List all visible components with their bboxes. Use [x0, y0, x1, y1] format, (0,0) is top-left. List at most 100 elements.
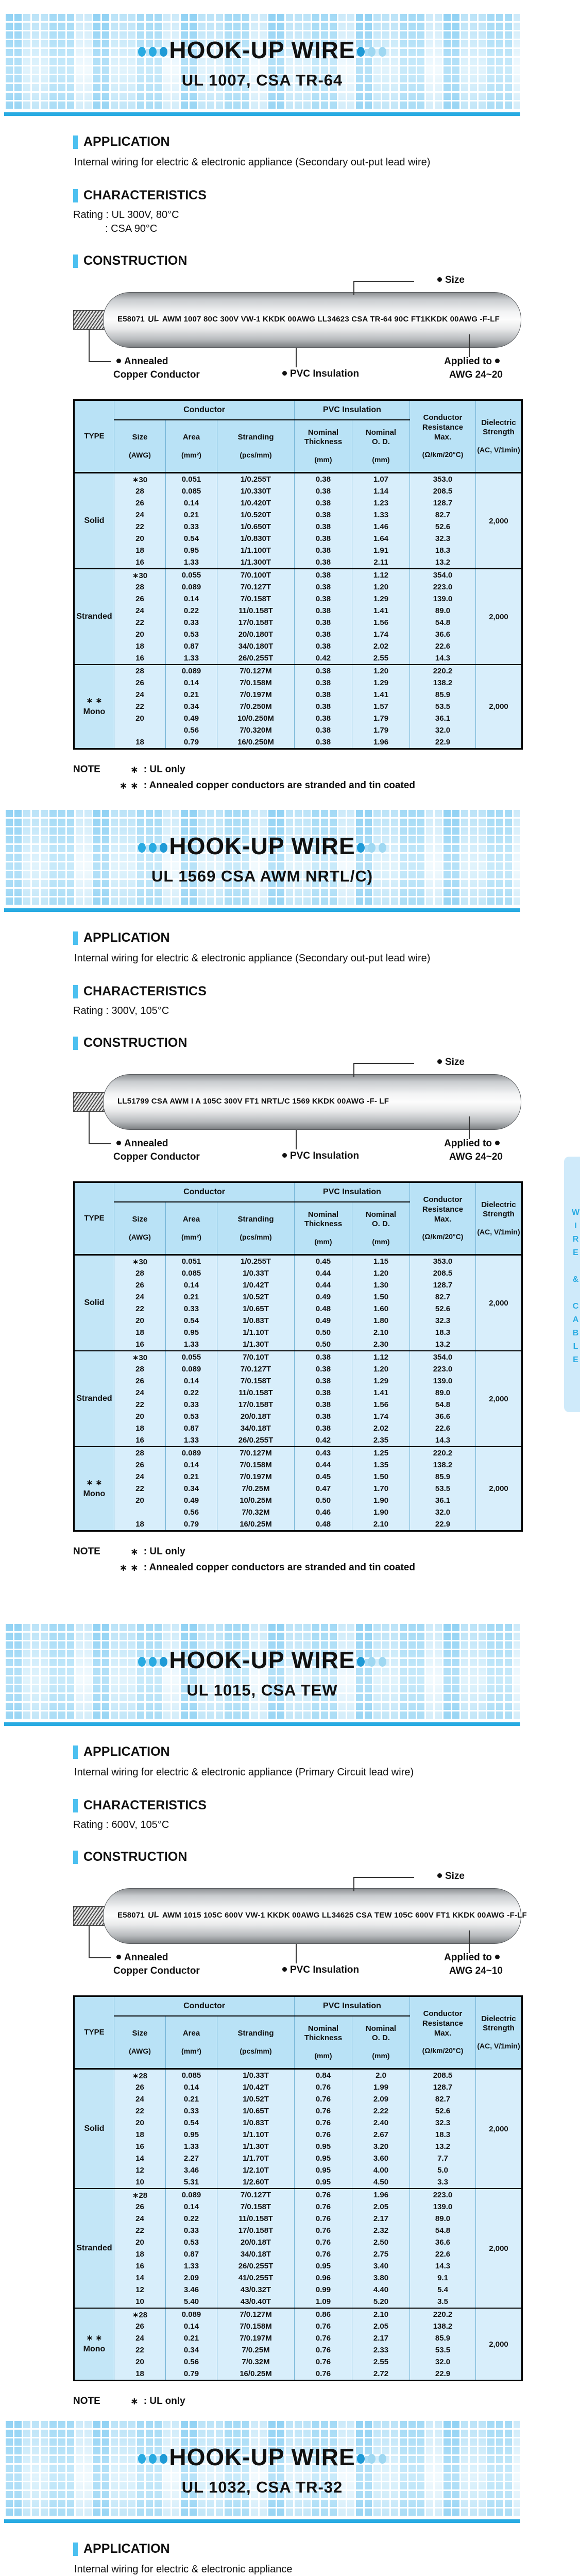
column-group-conductor: Conductor — [114, 1996, 295, 2016]
catalog-page: HOOK-UP WIRE UL 1015, CSA TEW APPLICATIO… — [0, 1610, 580, 2407]
size-cell: 28 — [114, 1363, 166, 1375]
column-group-conductor: Conductor — [114, 1182, 295, 1202]
column-header-area: Area (mm²) — [165, 1202, 217, 1256]
size-cell: 20 — [114, 2356, 166, 2368]
table-row: 20 0.54 1/0.83T 0.76 2.40 32.3 — [74, 2117, 522, 2129]
area-cell: 0.085 — [165, 485, 217, 497]
od-cell: 1.80 — [352, 1315, 410, 1327]
stranding-cell: 10/0.25M — [217, 1495, 295, 1506]
heading-bar-icon — [73, 2542, 78, 2556]
construction-heading: CONSTRUCTION — [73, 1036, 521, 1050]
stranding-cell: 41/0.255T — [217, 2272, 295, 2284]
resistance-cell: 3.5 — [410, 2296, 476, 2308]
stranding-cell: 34/0.18T — [217, 1422, 295, 1434]
od-cell: 2.17 — [352, 2213, 410, 2225]
od-cell: 1.90 — [352, 1495, 410, 1506]
table-row: 20 0.53 20/0.18T 0.38 1.74 36.6 — [74, 1411, 522, 1422]
conductor-label: Annealed Copper Conductor — [113, 1952, 200, 1976]
area-cell: 0.95 — [165, 2129, 217, 2141]
area-cell: 0.051 — [165, 472, 217, 485]
size-cell: 20 — [114, 713, 166, 724]
thickness-cell: 0.76 — [294, 2344, 352, 2356]
resistance-cell: 36.1 — [410, 713, 476, 724]
size-cell: 26 — [114, 2320, 166, 2332]
od-cell: 1.12 — [352, 568, 410, 581]
type-cell: Stranded — [74, 1350, 114, 1447]
column-header-area: Area (mm²) — [165, 420, 217, 473]
od-cell: 2.0 — [352, 2068, 410, 2081]
stranding-cell: 1/2.10T — [217, 2164, 295, 2176]
area-cell: 0.79 — [165, 736, 217, 749]
thickness-cell: 0.38 — [294, 581, 352, 593]
size-cell: 18 — [114, 545, 166, 556]
table-row: Stranded ∗30 0.055 7/0.10T 0.38 1.12 354.0 2,00… — [74, 1350, 522, 1447]
thickness-cell: 0.49 — [294, 1291, 352, 1303]
stranding-cell: 7/0.320M — [217, 724, 295, 736]
stranding-cell: 7/0.158M — [217, 2320, 295, 2332]
dot-icon — [367, 1657, 376, 1667]
od-cell: 1.74 — [352, 1411, 410, 1422]
resistance-cell: 223.0 — [410, 1363, 476, 1375]
od-cell: 1.07 — [352, 472, 410, 485]
dot-icon — [378, 1657, 386, 1667]
ul-logo-icon: UL — [147, 314, 160, 325]
column-header-size: Size (AWG) — [114, 2016, 166, 2070]
stranding-cell: 43/0.40T — [217, 2296, 295, 2308]
resistance-cell: 220.2 — [410, 1446, 476, 1459]
characteristics-heading: CHARACTERISTICS — [73, 1798, 521, 1813]
table-row: 22 0.34 7/0.25M 0.76 2.33 53.5 — [74, 2344, 522, 2356]
od-cell: 1.41 — [352, 1387, 410, 1399]
od-cell: 1.96 — [352, 2188, 410, 2201]
thickness-cell: 0.95 — [294, 2176, 352, 2189]
thickness-cell: 0.76 — [294, 2129, 352, 2141]
table-row: 18 0.87 34/0.18T 0.76 2.75 22.6 — [74, 2248, 522, 2260]
stranding-cell: 7/0.158M — [217, 677, 295, 689]
size-cell: 14 — [114, 2153, 166, 2164]
rating-line: Rating : 300V, 105°C — [73, 1005, 169, 1016]
stranding-cell: 1/0.83T — [217, 1315, 295, 1327]
size-cell: 20 — [114, 533, 166, 545]
column-header-dielectric: Dielectric Strength (AC, V/1min) — [475, 400, 522, 473]
size-cell: 22 — [114, 1483, 166, 1495]
table-row: 24 0.21 7/0.197M 0.76 2.17 85.9 — [74, 2332, 522, 2344]
resistance-cell: 53.5 — [410, 701, 476, 713]
thickness-cell: 0.95 — [294, 2260, 352, 2272]
bullet-icon — [437, 277, 442, 282]
resistance-cell: 128.7 — [410, 497, 476, 509]
area-cell: 0.14 — [165, 2320, 217, 2332]
resistance-cell: 53.5 — [410, 2344, 476, 2356]
thickness-cell: 0.95 — [294, 2153, 352, 2164]
size-cell: 26 — [114, 1375, 166, 1387]
size-cell: 18 — [114, 2248, 166, 2260]
application-text: Internal wiring for electric & electroni… — [74, 1767, 414, 1778]
note-item: ∗: UL only — [130, 2396, 185, 2407]
area-cell: 0.14 — [165, 1459, 217, 1471]
area-cell: 2.27 — [165, 2153, 217, 2164]
page-subtitle: UL 1007, CSA TR-64 — [181, 71, 343, 89]
stranding-cell: 17/0.158T — [217, 1399, 295, 1411]
stranding-cell: 1/1.10T — [217, 1327, 295, 1338]
size-cell: ∗28 — [114, 2308, 166, 2320]
area-cell: 0.56 — [165, 724, 217, 736]
size-cell: 22 — [114, 2105, 166, 2117]
conductor-callout-line — [89, 1111, 111, 1144]
area-cell: 0.055 — [165, 568, 217, 581]
table-row: 28 0.085 1/0.330T 0.38 1.14 208.5 — [74, 485, 522, 497]
size-cell: ∗30 — [114, 1350, 166, 1363]
resistance-cell: 54.8 — [410, 1399, 476, 1411]
size-cell: 28 — [114, 1267, 166, 1279]
stranding-cell: 26/0.255T — [217, 2260, 295, 2272]
dot-icon — [160, 843, 168, 853]
resistance-cell: 22.9 — [410, 2368, 476, 2381]
applied-callout-line — [469, 1930, 470, 1953]
area-cell: 0.21 — [165, 2093, 217, 2105]
size-cell: 16 — [114, 1434, 166, 1447]
od-cell: 1.50 — [352, 1291, 410, 1303]
resistance-cell: 353.0 — [410, 472, 476, 485]
page-title: HOOK-UP WIRE — [4, 2443, 520, 2471]
heading-bar-icon — [73, 1036, 78, 1050]
stranding-cell: 7/0.32M — [217, 2356, 295, 2368]
resistance-cell: 139.0 — [410, 1375, 476, 1387]
table-row: 22 0.34 7/0.25M 0.47 1.70 53.5 — [74, 1483, 522, 1495]
od-cell: 3.20 — [352, 2141, 410, 2153]
